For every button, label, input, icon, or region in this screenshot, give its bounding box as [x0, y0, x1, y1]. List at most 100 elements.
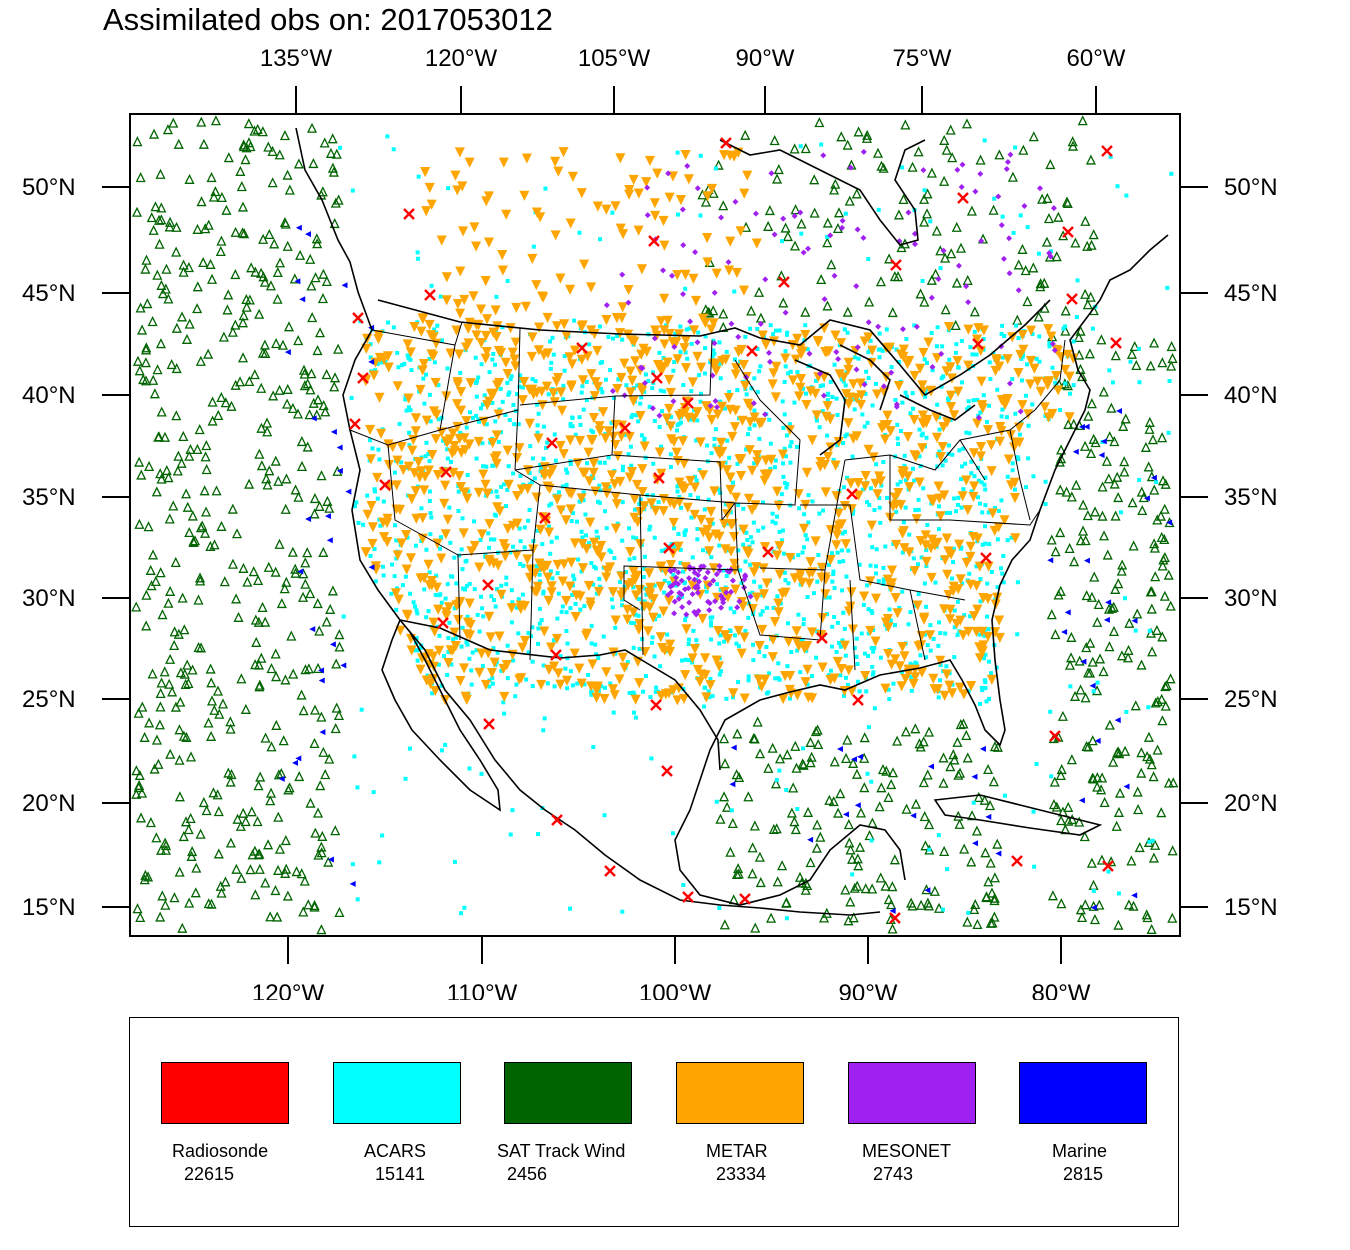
acars-marker [736, 644, 741, 649]
sat-track-wind-marker [316, 470, 327, 481]
acars-marker [537, 579, 542, 584]
acars-marker [787, 422, 792, 427]
radiosonde-marker [739, 893, 751, 905]
metar-marker [630, 694, 641, 705]
metar-marker [899, 651, 910, 662]
metar-marker [712, 409, 723, 420]
metar-marker [614, 674, 625, 685]
acars-marker [682, 580, 687, 585]
sat-track-wind-marker [1159, 503, 1170, 514]
metar-marker [977, 626, 988, 637]
mesonet-marker [695, 607, 702, 614]
acars-marker [805, 682, 810, 687]
acars-marker [924, 548, 929, 553]
acars-marker [564, 629, 569, 634]
metar-marker [635, 539, 646, 550]
acars-marker [703, 334, 708, 339]
mesonet-marker [723, 589, 730, 596]
acars-marker [552, 432, 557, 437]
sat-track-wind-marker [149, 763, 160, 774]
legend-label-sat-track-wind: SAT Track Wind [497, 1141, 626, 1161]
marine-marker [1150, 474, 1157, 481]
mesonet-marker [928, 294, 935, 301]
acars-marker [798, 144, 803, 149]
sat-track-wind-marker [918, 777, 929, 788]
sat-track-wind-marker [153, 431, 165, 442]
metar-marker [767, 634, 779, 645]
acars-marker [789, 440, 794, 445]
sat-track-wind-marker [851, 768, 863, 779]
metar-marker [893, 380, 904, 392]
acars-marker [662, 389, 667, 394]
acars-marker [795, 807, 800, 812]
sat-track-wind-marker [732, 728, 743, 739]
metar-marker [469, 222, 480, 233]
mesonet-marker [676, 589, 683, 596]
acars-marker [870, 403, 875, 408]
acars-marker [866, 350, 871, 355]
metar-marker [962, 505, 973, 516]
sat-track-wind-marker [213, 848, 224, 859]
sat-track-wind-marker [754, 748, 766, 759]
acars-marker [871, 649, 876, 654]
radiosonde-marker [890, 259, 902, 271]
acars-marker [609, 420, 614, 425]
metar-marker [664, 192, 675, 203]
metar-marker [547, 465, 558, 476]
metar-marker [737, 601, 748, 612]
acars-marker [1147, 839, 1152, 844]
sat-track-wind-marker [875, 872, 886, 883]
acars-marker [602, 813, 607, 818]
acars-marker [743, 628, 748, 633]
sat-track-wind-marker [874, 801, 885, 812]
acars-marker [390, 562, 395, 567]
metar-marker [413, 457, 424, 468]
metar-marker [756, 681, 767, 692]
acars-marker [599, 386, 604, 391]
acars-marker [902, 453, 907, 458]
sat-track-wind-marker [206, 695, 218, 706]
acars-marker [841, 610, 846, 615]
metar-marker [452, 299, 463, 310]
acars-marker [377, 457, 382, 462]
acars-marker [1015, 580, 1020, 585]
sat-track-wind-marker [272, 293, 283, 304]
acars-marker [505, 676, 510, 681]
sat-track-wind-marker [312, 344, 323, 356]
metar-marker [639, 441, 650, 452]
acars-marker [1010, 377, 1015, 382]
mesonet-marker [672, 579, 679, 586]
metar-marker [542, 572, 553, 583]
sat-track-wind-marker [753, 286, 765, 297]
sat-track-wind-marker [1079, 831, 1090, 842]
metar-marker [631, 590, 642, 601]
sat-track-wind-marker [805, 757, 816, 768]
metar-marker [971, 334, 983, 345]
sat-track-wind-marker [206, 171, 217, 183]
metar-marker [480, 679, 491, 690]
acars-marker [650, 386, 655, 391]
acars-marker [548, 551, 553, 556]
acars-marker [1031, 809, 1036, 814]
great-lakes-outline [794, 344, 976, 456]
metar-marker [458, 528, 469, 539]
acars-marker [664, 323, 669, 328]
acars-marker [399, 363, 404, 368]
sat-track-wind-marker [824, 794, 835, 805]
metar-marker [460, 691, 471, 702]
metar-marker [668, 517, 679, 528]
sat-track-wind-marker [155, 687, 166, 699]
acars-marker [490, 357, 495, 362]
marine-marker [295, 755, 302, 762]
mesonet-marker [644, 212, 651, 219]
sat-track-wind-marker [946, 248, 957, 259]
acars-marker [798, 670, 803, 675]
metar-marker [725, 236, 736, 247]
acars-marker [981, 337, 986, 342]
sat-track-wind-marker [316, 924, 327, 935]
metar-marker [759, 475, 770, 486]
sat-track-wind-marker [213, 806, 224, 817]
sat-track-wind-marker [132, 355, 144, 366]
metar-marker [972, 604, 983, 615]
acars-marker [606, 455, 611, 460]
